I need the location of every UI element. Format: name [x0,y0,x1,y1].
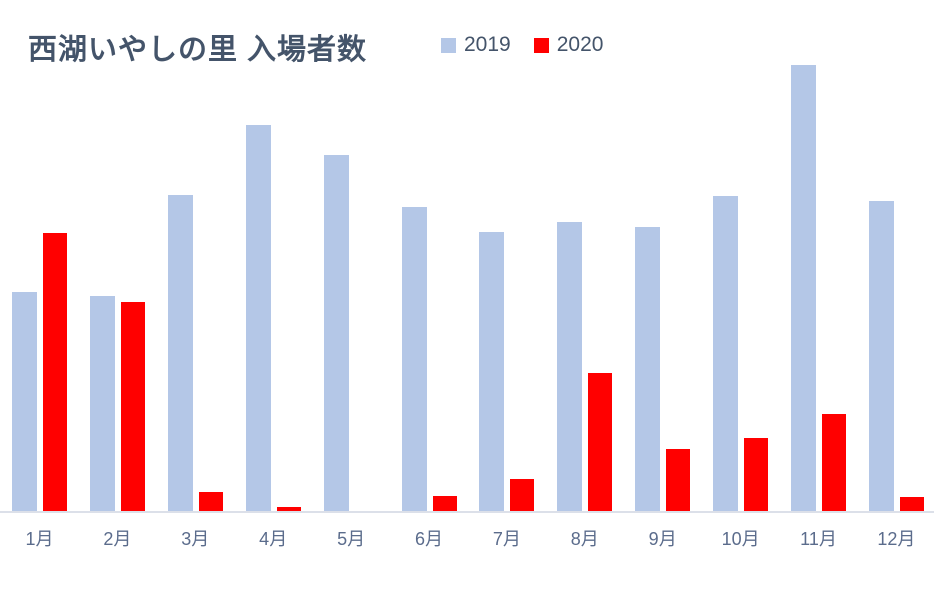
bar-2019-12月 [868,201,894,511]
x-axis-labels: 1月 2月 3月 4月 5月 6月 7月 8月 9月 10月 11月 12月 [0,525,941,549]
bar-2019-9月 [635,227,661,511]
x-axis-label-10月: 10月 [721,529,760,549]
bar-2020-3月 [198,492,223,511]
bar-group-9月 [635,51,691,511]
bar-2019-11月 [791,65,816,511]
x-axis-label-1月: 1月 [25,529,54,549]
bar-2019-2月 [89,296,115,511]
x-axis-line [0,511,934,513]
bar-group-4月 [245,51,301,511]
bar-group-1月 [12,51,67,511]
bar-2019-7月 [479,232,505,511]
x-axis-label-7月: 7月 [492,529,521,549]
legend-item-2019: 2019 [441,33,511,57]
legend-swatch-2020-icon [533,37,549,53]
bar-2019-8月 [557,222,583,511]
bar-2020-9月 [666,449,691,511]
bar-2020-6月 [432,496,457,511]
legend-swatch-2019-icon [441,37,456,53]
bar-2020-2月 [120,302,145,511]
legend-label-2020: 2020 [556,33,604,56]
bar-2020-8月 [588,373,613,511]
bar-group-3月 [167,51,223,511]
bar-2020-1月 [43,233,67,511]
x-axis-label-12月: 12月 [877,529,916,549]
bar-group-10月 [713,51,769,511]
bar-2020-11月 [822,414,846,511]
x-axis-label-2月: 2月 [103,529,132,549]
x-axis-label-6月: 6月 [414,529,444,549]
bar-group-2月 [89,51,145,511]
bar-2019-6月 [401,207,427,511]
bar-2019-10月 [713,196,739,511]
legend-item-2020: 2020 [533,33,604,57]
bar-2020-10月 [744,438,769,511]
bar-2019-1月 [12,292,37,511]
bar-group-5月 [323,51,379,511]
x-axis-label-3月: 3月 [181,529,210,549]
bar-group-8月 [557,51,613,511]
x-axis-label-11月: 11月 [800,529,837,549]
bar-2020-4月 [276,507,301,511]
legend: 2019 2020 [441,33,603,57]
bar-2019-4月 [245,125,271,511]
chart-title: 西湖いやしの里 入場者数 [28,34,368,66]
x-axis-label-9月: 9月 [648,529,677,549]
bar-group-11月 [791,51,846,511]
bar-2019-3月 [167,195,193,511]
legend-label-2019: 2019 [464,33,511,56]
x-axis-label-8月: 8月 [570,529,599,549]
x-axis-label-5月: 5月 [337,529,366,549]
bar-2020-12月 [899,497,924,511]
bar-2019-5月 [323,155,349,511]
bar-group-7月 [479,51,535,511]
plot-area [0,51,941,511]
bar-2020-7月 [510,479,535,511]
bar-group-12月 [868,51,924,511]
x-axis-label-4月: 4月 [259,529,288,549]
bar-group-6月 [401,51,457,511]
